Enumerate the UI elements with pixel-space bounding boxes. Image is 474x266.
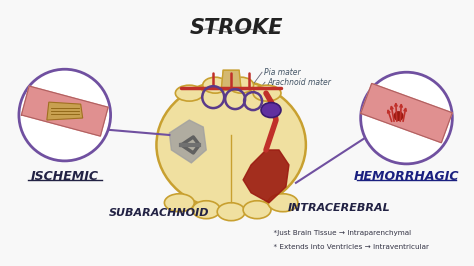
- Text: *Just Brain Tissue → Intraparenchymal: *Just Brain Tissue → Intraparenchymal: [269, 230, 411, 236]
- Text: ISCHEMIC: ISCHEMIC: [31, 170, 99, 183]
- Ellipse shape: [217, 203, 245, 221]
- Ellipse shape: [203, 77, 228, 93]
- Ellipse shape: [228, 77, 254, 93]
- Text: Pia mater: Pia mater: [264, 68, 301, 77]
- Text: INTRACEREBRAL: INTRACEREBRAL: [287, 203, 390, 213]
- Polygon shape: [169, 120, 206, 163]
- Circle shape: [19, 69, 110, 161]
- Text: * Extends into Ventricles → Intraventricular: * Extends into Ventricles → Intraventric…: [269, 244, 429, 250]
- Ellipse shape: [243, 201, 271, 219]
- Polygon shape: [47, 102, 82, 120]
- Ellipse shape: [253, 85, 281, 101]
- Circle shape: [393, 111, 403, 121]
- Text: STROKE: STROKE: [190, 18, 283, 38]
- Text: Arachnoid mater: Arachnoid mater: [267, 78, 331, 87]
- Ellipse shape: [175, 85, 203, 101]
- Ellipse shape: [156, 80, 306, 210]
- Text: SUBARACHNOID: SUBARACHNOID: [109, 208, 210, 218]
- Ellipse shape: [268, 194, 298, 212]
- Ellipse shape: [261, 103, 281, 118]
- Polygon shape: [21, 86, 108, 136]
- Circle shape: [361, 72, 452, 164]
- Polygon shape: [361, 84, 452, 143]
- Polygon shape: [243, 150, 289, 203]
- Polygon shape: [221, 70, 241, 90]
- Ellipse shape: [164, 194, 194, 212]
- Text: HEMORRHAGIC: HEMORRHAGIC: [354, 170, 459, 183]
- Ellipse shape: [192, 201, 220, 219]
